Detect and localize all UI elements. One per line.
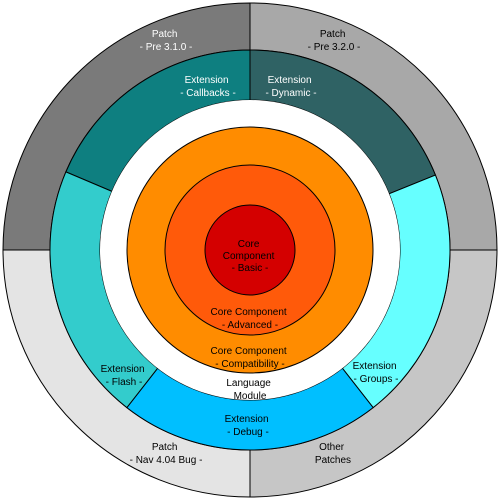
extension-flash-label: Extension - Flash - [101,364,148,388]
other-patches-label: Other Patches [315,442,351,466]
core-basic-circle [204,204,296,296]
patch-pre-3-2-0-label: Patch - Pre 3.2.0 - [308,29,361,53]
extension-callbacks-label: Extension - Callbacks - [180,75,236,99]
core-compatibility-label: Core Component - Compatibility - [211,346,290,370]
extension-debug-label: Extension - Debug - [225,414,272,438]
core-basic-label: Core Component - Basic - [223,239,277,274]
patch-nav-4-04-bug-label: Patch - Nav 4.04 Bug - [130,442,203,466]
extension-dynamic-label: Extension - Dynamic - [265,75,316,99]
extension-groups-label: Extension - Groups - [353,361,400,385]
core-advanced-label: Core Component - Advanced - [211,307,290,331]
patch-pre-3-1-0-label: Patch - Pre 3.1.0 - [140,29,193,53]
language-module-label: Language Module [226,378,273,402]
